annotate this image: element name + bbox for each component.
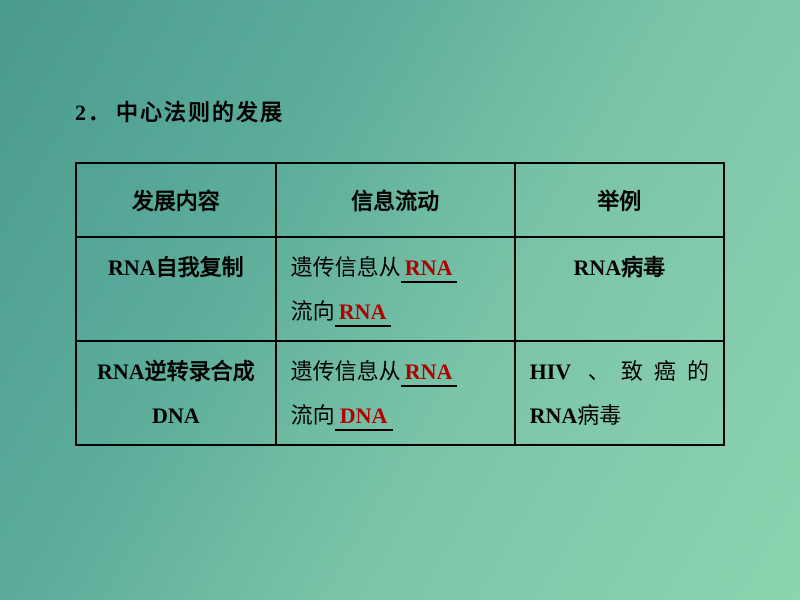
heading-number: 2． (75, 100, 112, 125)
cell-text: RNA病毒 (573, 255, 665, 280)
cell-text: RNA逆转录合成 (97, 359, 255, 384)
flow-prefix: 流向 (291, 403, 335, 428)
col-header-flow: 信息流动 (276, 163, 515, 237)
row2-example: HIV 、致癌的 RNA病毒 (516, 342, 723, 444)
cell-text: DNA (152, 403, 200, 428)
table-header-row: 发展内容 信息流动 举例 (76, 163, 724, 237)
flow-prefix: 遗传信息从 (291, 255, 401, 280)
heading-text: 中心法则的发展 (116, 100, 284, 125)
flow-prefix: 遗传信息从 (291, 359, 401, 384)
row1-content: RNA自我复制 (77, 238, 275, 340)
row2-flow: 遗传信息从RNA 流向DNA (277, 342, 514, 444)
blank-fill: RNA (401, 361, 457, 387)
cell-text: RNA自我复制 (108, 255, 244, 280)
blank-fill: DNA (335, 405, 393, 431)
table-row: RNA逆转录合成 DNA 遗传信息从RNA 流向DNA HIV 、致癌的 RNA… (76, 341, 724, 445)
table-row: RNA自我复制 遗传信息从RNA 流向RNA RNA病毒 (76, 237, 724, 341)
row2-content: RNA逆转录合成 DNA (77, 342, 275, 444)
row1-flow: 遗传信息从RNA 流向RNA (277, 238, 514, 340)
row1-example: RNA病毒 (516, 238, 723, 340)
blank-fill: RNA (335, 301, 391, 327)
col-header-example: 举例 (515, 163, 724, 237)
central-dogma-table: 发展内容 信息流动 举例 RNA自我复制 遗传信息从RNA 流向RNA RNA病… (75, 162, 725, 446)
section-heading: 2．中心法则的发展 (75, 95, 725, 127)
blank-fill: RNA (401, 257, 457, 283)
slide-content: 2．中心法则的发展 发展内容 信息流动 举例 RNA自我复制 遗传信息从RNA … (0, 0, 800, 446)
col-header-content: 发展内容 (76, 163, 276, 237)
flow-prefix: 流向 (291, 299, 335, 324)
